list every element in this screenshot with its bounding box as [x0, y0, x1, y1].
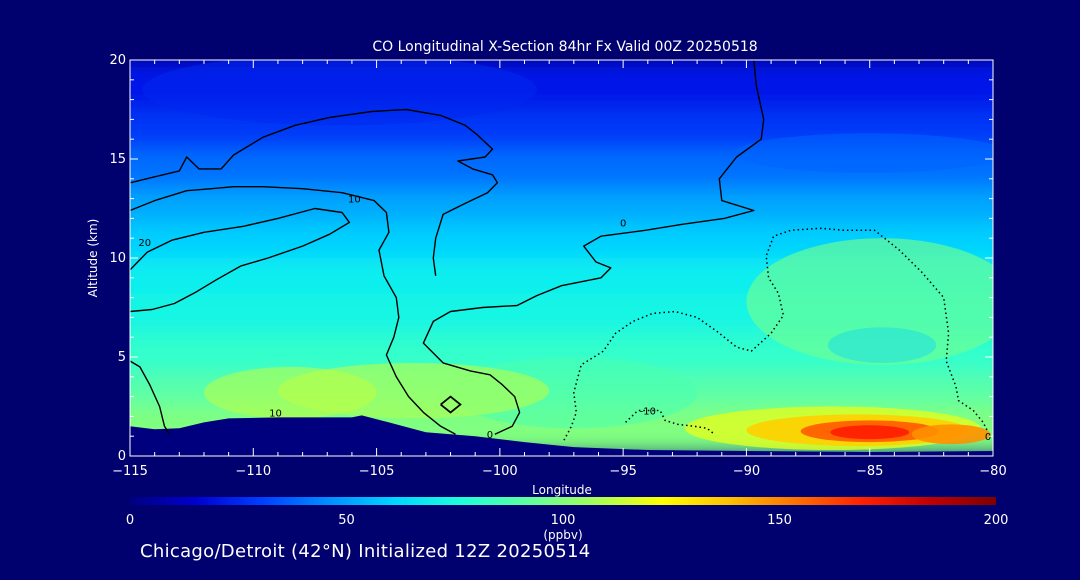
x-tick-label: −95	[609, 464, 636, 479]
contour-line	[130, 360, 171, 435]
x-tick-label: −100	[482, 464, 518, 479]
concentration-blobs	[142, 60, 993, 451]
concentration-feature	[734, 133, 993, 173]
y-axis: 0 5 10 15 20	[109, 53, 993, 464]
x-tick-label: −115	[112, 464, 148, 479]
contour-label: 0	[487, 430, 493, 441]
concentration-feature	[830, 425, 910, 440]
x-tick-label: −90	[733, 464, 760, 479]
colorbar-unit-label: (ppbv)	[543, 528, 582, 542]
y-tick-label: 15	[109, 152, 126, 167]
colorbar-tick-label: 150	[767, 513, 792, 528]
terrain-mask	[130, 415, 993, 456]
contour-label: 0	[620, 218, 626, 229]
contour-label: 10	[269, 408, 282, 419]
plot-area: 10 20 10 0 0 -10 0	[130, 60, 993, 456]
y-tick-label: 0	[118, 449, 126, 464]
x-tick-label: −105	[359, 464, 395, 479]
x-axis: −115 −110 −105 −100 −95 −90 −85 −80	[112, 60, 1007, 479]
colorbar-tick-label: 0	[126, 513, 134, 528]
contour-label: -10	[640, 406, 656, 417]
contour-lines	[130, 60, 989, 441]
contour-line	[130, 207, 351, 313]
contour-label: 10	[348, 195, 361, 206]
contour-line	[625, 409, 715, 435]
colorbar-tick-label: 50	[338, 513, 355, 528]
concentration-feature	[827, 327, 937, 363]
concentration-band	[130, 188, 993, 223]
y-tick-label: 5	[118, 350, 126, 365]
x-tick-label: −110	[235, 464, 271, 479]
y-tick-label: 20	[109, 53, 126, 68]
contour-label: 0	[985, 432, 991, 443]
contour-line	[130, 185, 456, 435]
contour-line	[440, 395, 462, 414]
y-axis-label: Altitude (km)	[86, 219, 100, 298]
concentration-feature	[746, 238, 993, 365]
contour-labels: 10 20 10 0 0 -10 0	[138, 195, 991, 444]
concentration-feature	[911, 424, 991, 445]
colorbar-ticks: 0 50 100 150 200	[126, 513, 1009, 528]
colorbar-tick-label: 200	[984, 513, 1009, 528]
concentration-feature	[203, 366, 377, 419]
chart-title: CO Longitudinal X-Section 84hr Fx Valid …	[372, 39, 757, 55]
colorbar	[130, 497, 996, 505]
init-caption: Chicago/Detroit (42°N) Initialized 12Z 2…	[140, 541, 591, 562]
colorbar-tick-label: 100	[551, 513, 576, 528]
y-tick-label: 10	[109, 251, 126, 266]
contour-line	[422, 60, 765, 435]
x-tick-label: −80	[979, 464, 1006, 479]
concentration-feature	[142, 60, 537, 126]
contour-line	[130, 108, 499, 276]
x-tick-label: −85	[856, 464, 883, 479]
contour-label: 20	[138, 238, 151, 249]
x-axis-label: Longitude	[532, 483, 592, 497]
